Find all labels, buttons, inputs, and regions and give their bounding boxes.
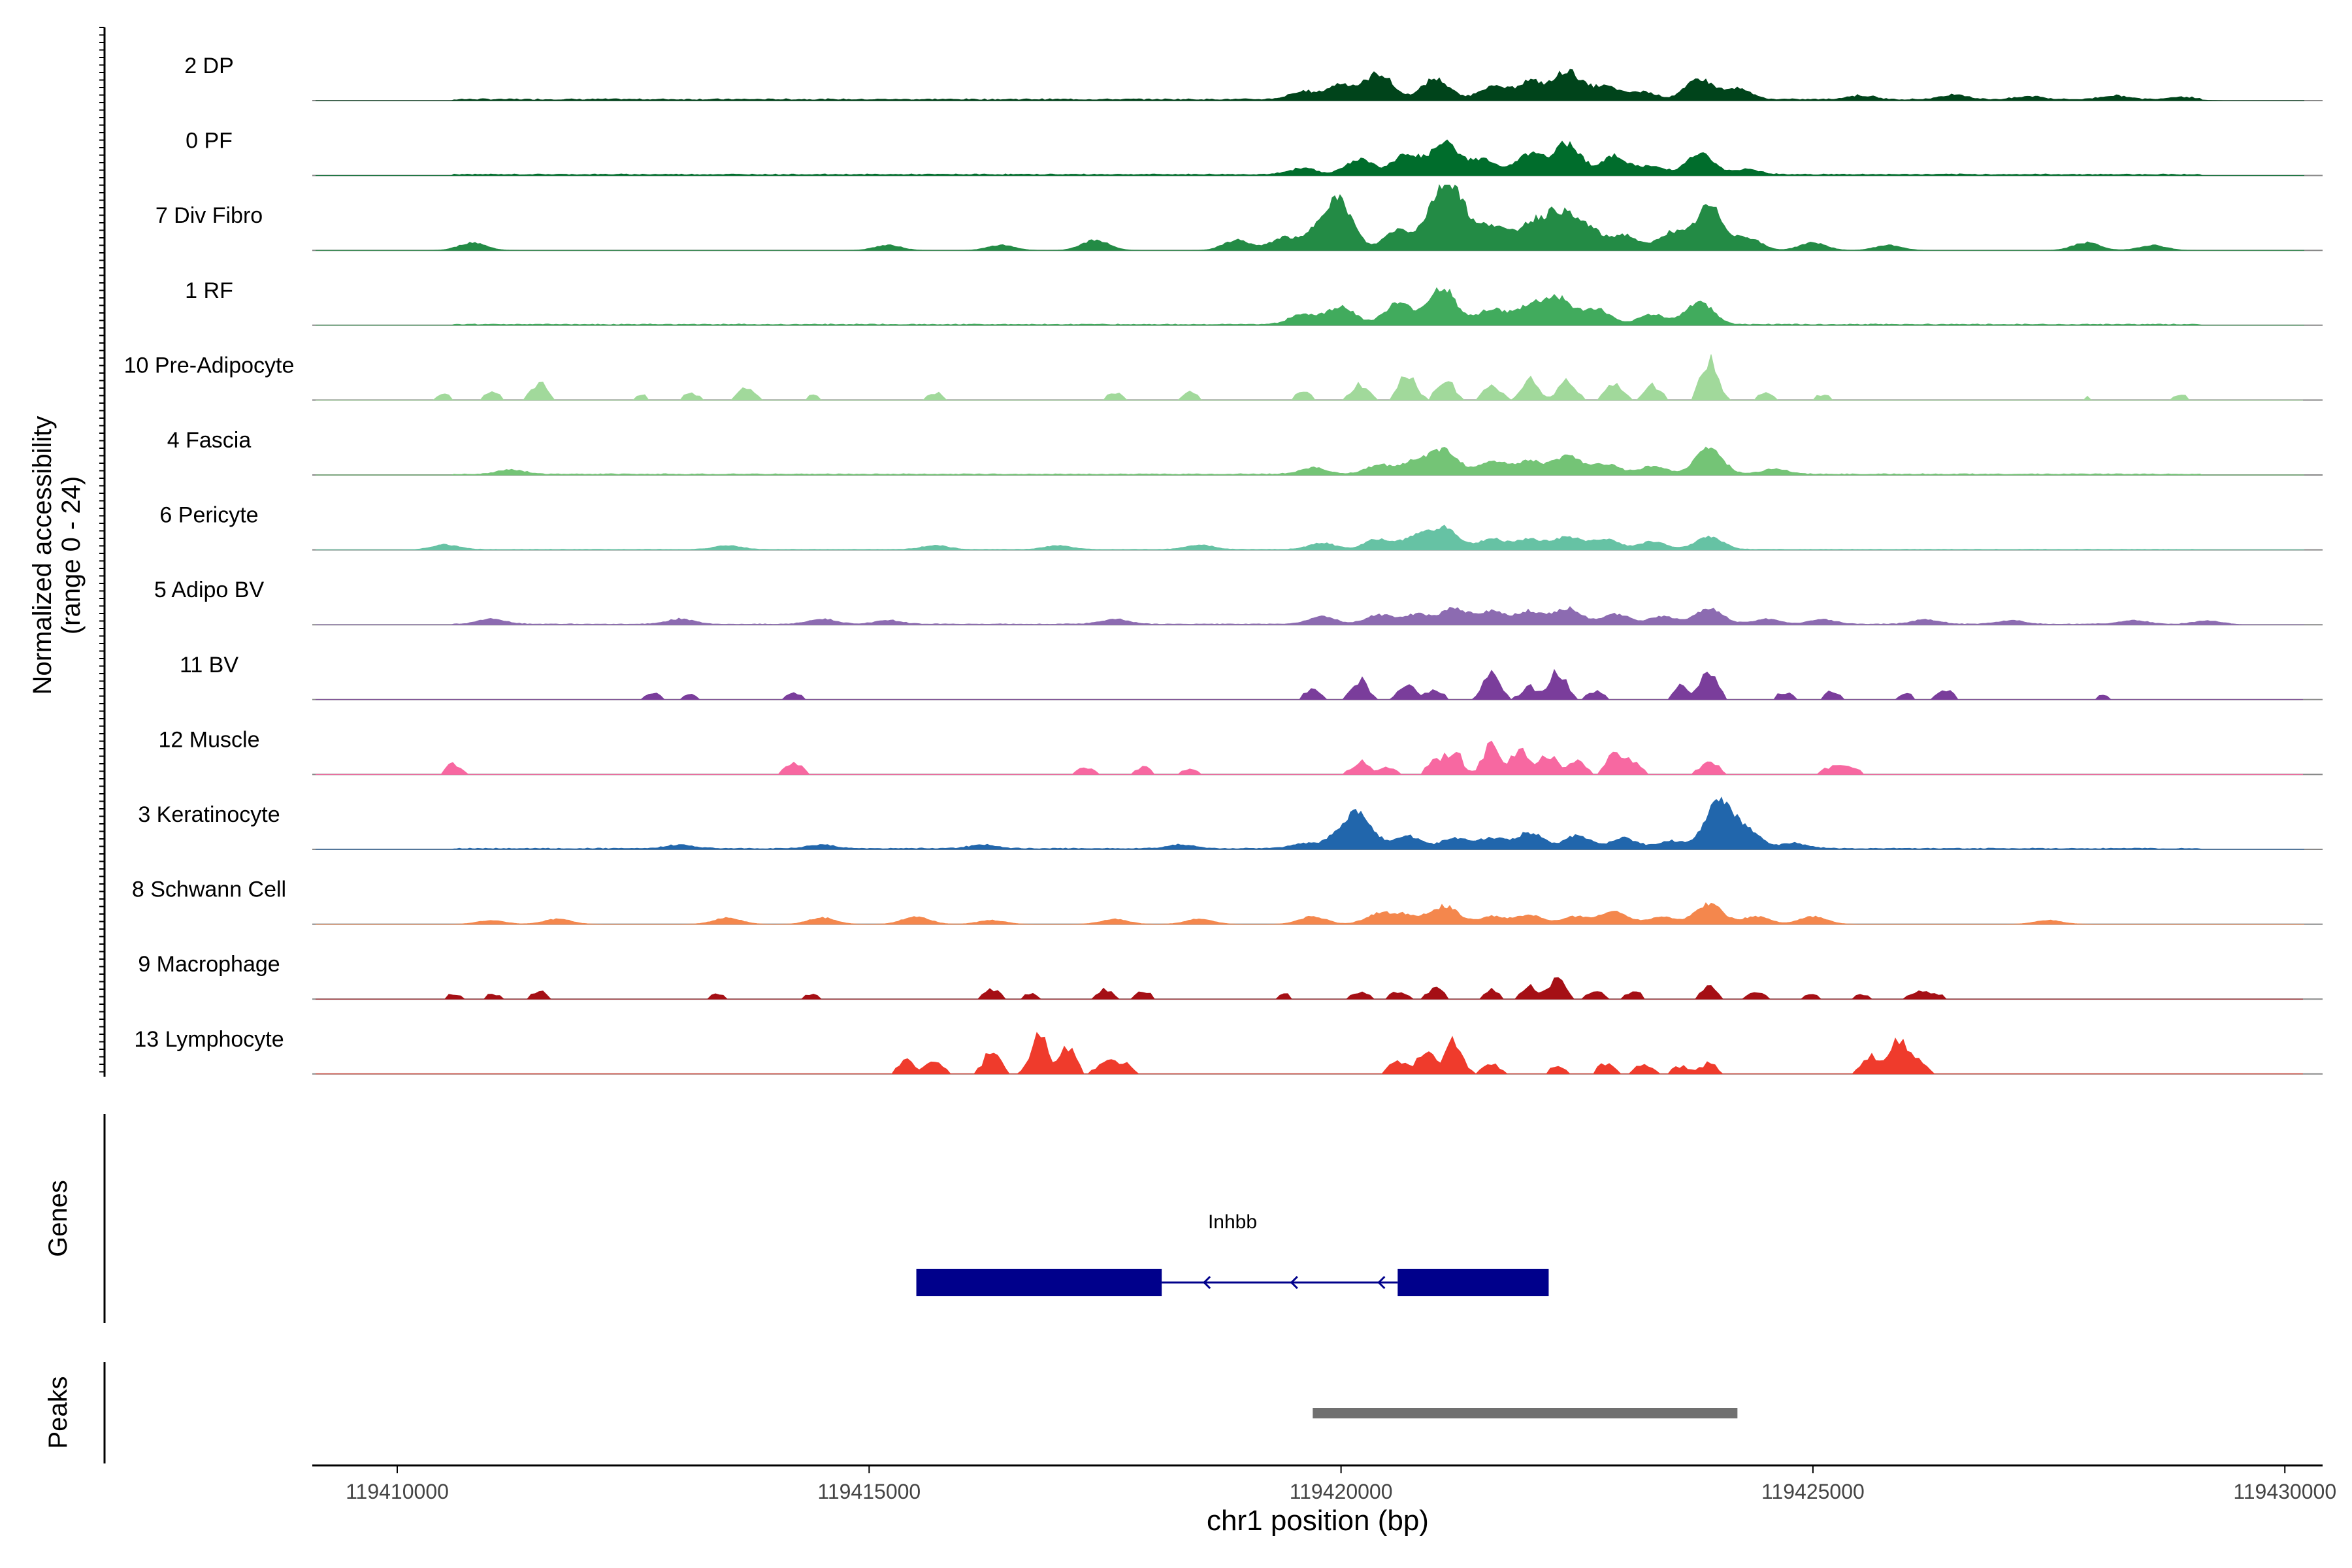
- track-label-10-pre-adipocyte: 10 Pre-Adipocyte: [124, 353, 295, 378]
- track-label-6-pericyte: 6 Pericyte: [159, 503, 258, 528]
- strand-arrow: [1290, 1275, 1298, 1290]
- x-axis-ticks: 119410000 119415000 119420000 119425000 1194…: [346, 1465, 2336, 1503]
- gene-name-label: Inhbb: [1208, 1211, 1257, 1233]
- track-label-4-fascia: 4 Fascia: [167, 428, 252, 453]
- track-signal-11-bv: [316, 668, 2303, 700]
- track-signal-6-pericyte: [316, 525, 2304, 551]
- track-label-3-keratinocyte: 3 Keratinocyte: [138, 802, 280, 827]
- peak-regions: [1313, 1408, 1738, 1418]
- coverage-tracks: 2 DP 0 PF 7 Div Fibro 1 RF 10 Pre-Adipocyte 4…: [124, 54, 2323, 1075]
- track-signal-12-muscle: [316, 740, 2303, 775]
- track-label-2-dp: 2 DP: [184, 54, 234, 78]
- track-label-13-lymphocyte: 13 Lymphocyte: [134, 1027, 284, 1052]
- track-label-5-adipo-bv: 5 Adipo BV: [154, 578, 265, 602]
- x-axis-title: chr1 position (bp): [1207, 1505, 1429, 1537]
- x-tick-label: 119430000: [2233, 1480, 2336, 1503]
- x-tick-label: 119415000: [817, 1480, 921, 1503]
- track-signal-10-pre-adipocyte: [316, 354, 2303, 401]
- y-axis-label-line1: Normalized accessibility: [28, 416, 57, 695]
- track-signal-5-adipo-bv: [316, 606, 2304, 625]
- track-signal-13-lymphocyte: [316, 1032, 2303, 1075]
- gene-track: Inhbb: [916, 1211, 1549, 1296]
- y-axis-label-line2: (range 0 - 24): [57, 476, 86, 634]
- track-signal-8-schwann-cell: [316, 902, 2304, 925]
- track-label-7-div-fibro: 7 Div Fibro: [155, 203, 263, 228]
- track-signal-9-macrophage: [316, 977, 2303, 1000]
- track-label-0-pf: 0 PF: [186, 129, 233, 154]
- gene-strand-arrows: [1203, 1275, 1386, 1290]
- track-label-1-rf: 1 RF: [185, 278, 233, 303]
- track-signal-3-keratinocyte: [316, 796, 2304, 850]
- track-signal-7-div-fibro: [316, 184, 2304, 251]
- track-label-12-muscle: 12 Muscle: [159, 727, 260, 752]
- strand-arrow: [1377, 1275, 1386, 1290]
- track-signal-4-fascia: [316, 446, 2304, 476]
- track-signal-1-rf: [316, 287, 2304, 326]
- peaks-track-label: Peaks: [44, 1376, 73, 1448]
- strand-arrow: [1203, 1275, 1211, 1290]
- coverage-axis-ticks: [99, 27, 105, 1073]
- track-label-11-bv: 11 BV: [180, 653, 238, 678]
- track-signal-0-pf: [316, 139, 2304, 176]
- gene-exon-2: [1397, 1269, 1549, 1296]
- peak-region: [1313, 1408, 1738, 1418]
- x-tick-label: 119420000: [1290, 1480, 1393, 1503]
- track-label-8-schwann-cell: 8 Schwann Cell: [132, 877, 286, 902]
- track-signal-2-dp: [316, 69, 2304, 101]
- x-tick-label: 119410000: [346, 1480, 449, 1503]
- x-tick-label: 119425000: [1761, 1480, 1865, 1503]
- gene-exon-1: [916, 1269, 1162, 1296]
- track-label-9-macrophage: 9 Macrophage: [138, 952, 280, 977]
- genes-track-label: Genes: [44, 1180, 73, 1257]
